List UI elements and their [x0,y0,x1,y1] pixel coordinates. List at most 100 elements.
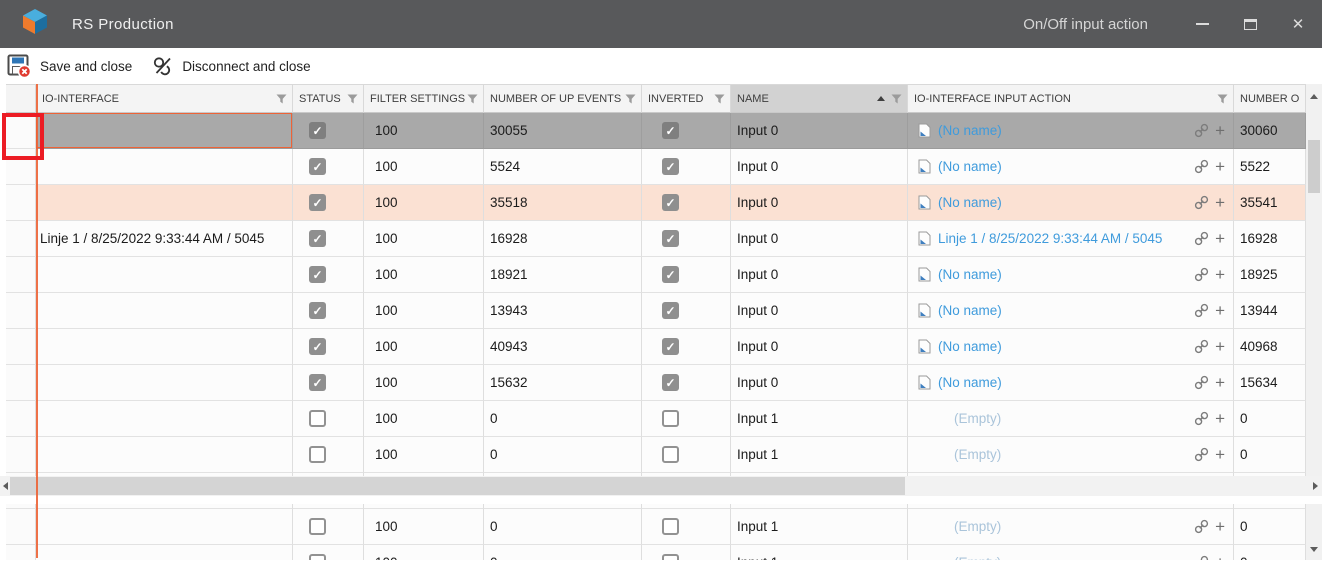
cell-io-interface[interactable] [36,113,293,149]
row-indicator[interactable] [6,545,36,560]
filter-icon[interactable] [276,94,287,104]
checkbox-checked[interactable]: ✓ [309,374,326,391]
cell-up-events[interactable]: 40943 [484,329,642,365]
cell-name[interactable]: Input 1 [731,401,908,437]
cell-input-action[interactable]: (No name) + [908,185,1234,221]
cell-number-of[interactable]: 13944 [1234,293,1306,329]
column-header-filter_settings[interactable]: FILTER SETTINGS [364,84,484,113]
cell-status[interactable]: ✓ [293,113,364,149]
cell-status[interactable] [293,545,364,560]
checkbox-checked[interactable]: ✓ [309,158,326,175]
cell-name[interactable]: Input 1 [731,509,908,545]
cell-input-action[interactable]: (No name) + [908,113,1234,149]
add-action-icon[interactable]: + [1215,229,1225,248]
add-action-icon[interactable]: + [1215,554,1225,560]
cell-status[interactable]: ✓ [293,329,364,365]
checkbox-checked[interactable]: ✓ [662,338,679,355]
scroll-right-icon[interactable] [1313,482,1318,490]
checkbox-checked[interactable]: ✓ [662,302,679,319]
add-action-icon[interactable]: + [1215,409,1225,428]
add-action-icon[interactable]: + [1215,445,1225,464]
checkbox-unchecked[interactable] [309,410,326,427]
checkbox-unchecked[interactable] [662,518,679,535]
cell-up-events[interactable]: 16928 [484,221,642,257]
cell-filter-settings[interactable]: 100 [364,437,484,473]
cell-name[interactable]: Input 0 [731,257,908,293]
cell-inverted[interactable] [642,509,731,545]
input-action-link[interactable]: Linje 1 / 8/25/2022 9:33:44 AM / 5045 [938,231,1163,246]
scroll-down-icon[interactable] [1310,547,1318,552]
cell-io-interface[interactable] [36,257,293,293]
cell-input-action[interactable]: (No name) + [908,257,1234,293]
cell-name[interactable]: Input 0 [731,329,908,365]
scroll-up-icon[interactable] [1310,94,1318,99]
cell-name[interactable]: Input 0 [731,293,908,329]
cell-number-of[interactable]: 16928 [1234,221,1306,257]
navigate-document-icon[interactable] [918,159,931,174]
input-action-link[interactable]: (No name) [938,159,1002,174]
row-indicator[interactable] [6,257,36,293]
link-icon[interactable] [1194,231,1209,246]
cell-inverted[interactable]: ✓ [642,113,731,149]
cell-number-of[interactable]: 0 [1234,545,1306,560]
add-action-icon[interactable]: + [1215,121,1225,140]
column-header-name[interactable]: NAME [731,84,908,113]
close-button[interactable]: ✕ [1274,0,1322,48]
column-header-io[interactable]: IO-INTERFACE [36,84,293,113]
row-indicator[interactable] [6,365,36,401]
cell-status[interactable]: ✓ [293,185,364,221]
cell-number-of[interactable]: 40968 [1234,329,1306,365]
cell-up-events[interactable]: 13943 [484,293,642,329]
cell-up-events[interactable]: 0 [484,509,642,545]
navigate-document-icon[interactable] [918,339,931,354]
minimize-button[interactable] [1178,0,1226,48]
cell-input-action[interactable]: (Empty) + [908,545,1234,560]
link-icon[interactable] [1194,447,1209,462]
cell-inverted[interactable]: ✓ [642,293,731,329]
cell-status[interactable]: ✓ [293,365,364,401]
cell-status[interactable]: ✓ [293,221,364,257]
link-icon[interactable] [1194,519,1209,534]
filter-icon[interactable] [625,94,636,104]
cell-input-action[interactable]: (No name) + [908,293,1234,329]
cell-status[interactable] [293,401,364,437]
filter-icon[interactable] [714,94,725,104]
cell-number-of[interactable]: 0 [1234,509,1306,545]
cell-status[interactable] [293,437,364,473]
column-header-action[interactable]: IO-INTERFACE INPUT ACTION [908,84,1234,113]
cell-filter-settings[interactable]: 100 [364,293,484,329]
cell-io-interface[interactable] [36,401,293,437]
cell-number-of[interactable]: 15634 [1234,365,1306,401]
row-indicator[interactable] [6,221,36,257]
cell-filter-settings[interactable]: 100 [364,365,484,401]
navigate-document-icon[interactable] [918,231,931,246]
add-action-icon[interactable]: + [1215,373,1225,392]
save-and-close-button[interactable]: Save and close [0,48,142,84]
cell-up-events[interactable]: 0 [484,545,642,560]
row-indicator[interactable] [6,329,36,365]
cell-io-interface[interactable] [36,509,293,545]
cell-io-interface[interactable] [36,365,293,401]
checkbox-unchecked[interactable] [662,410,679,427]
checkbox-checked[interactable]: ✓ [662,230,679,247]
cell-io-interface[interactable] [36,329,293,365]
checkbox-checked[interactable]: ✓ [662,266,679,283]
disconnect-and-close-button[interactable]: Disconnect and close [142,48,320,84]
column-header-number[interactable]: NUMBER OF [1234,84,1306,113]
cell-inverted[interactable]: ✓ [642,365,731,401]
row-indicator[interactable] [6,437,36,473]
cell-input-action[interactable]: (No name) + [908,365,1234,401]
add-action-icon[interactable]: + [1215,193,1225,212]
add-action-icon[interactable]: + [1215,517,1225,536]
vertical-scrollbar-thumb[interactable] [1308,140,1320,193]
cell-up-events[interactable]: 35518 [484,185,642,221]
input-action-link[interactable]: (No name) [938,339,1002,354]
cell-filter-settings[interactable]: 100 [364,329,484,365]
cell-up-events[interactable]: 0 [484,437,642,473]
checkbox-unchecked[interactable] [662,554,679,560]
vertical-scrollbar[interactable] [1306,84,1322,560]
horizontal-scrollbar[interactable] [0,476,1322,496]
cell-inverted[interactable]: ✓ [642,185,731,221]
filter-icon[interactable] [467,94,478,104]
cell-io-interface[interactable] [36,293,293,329]
